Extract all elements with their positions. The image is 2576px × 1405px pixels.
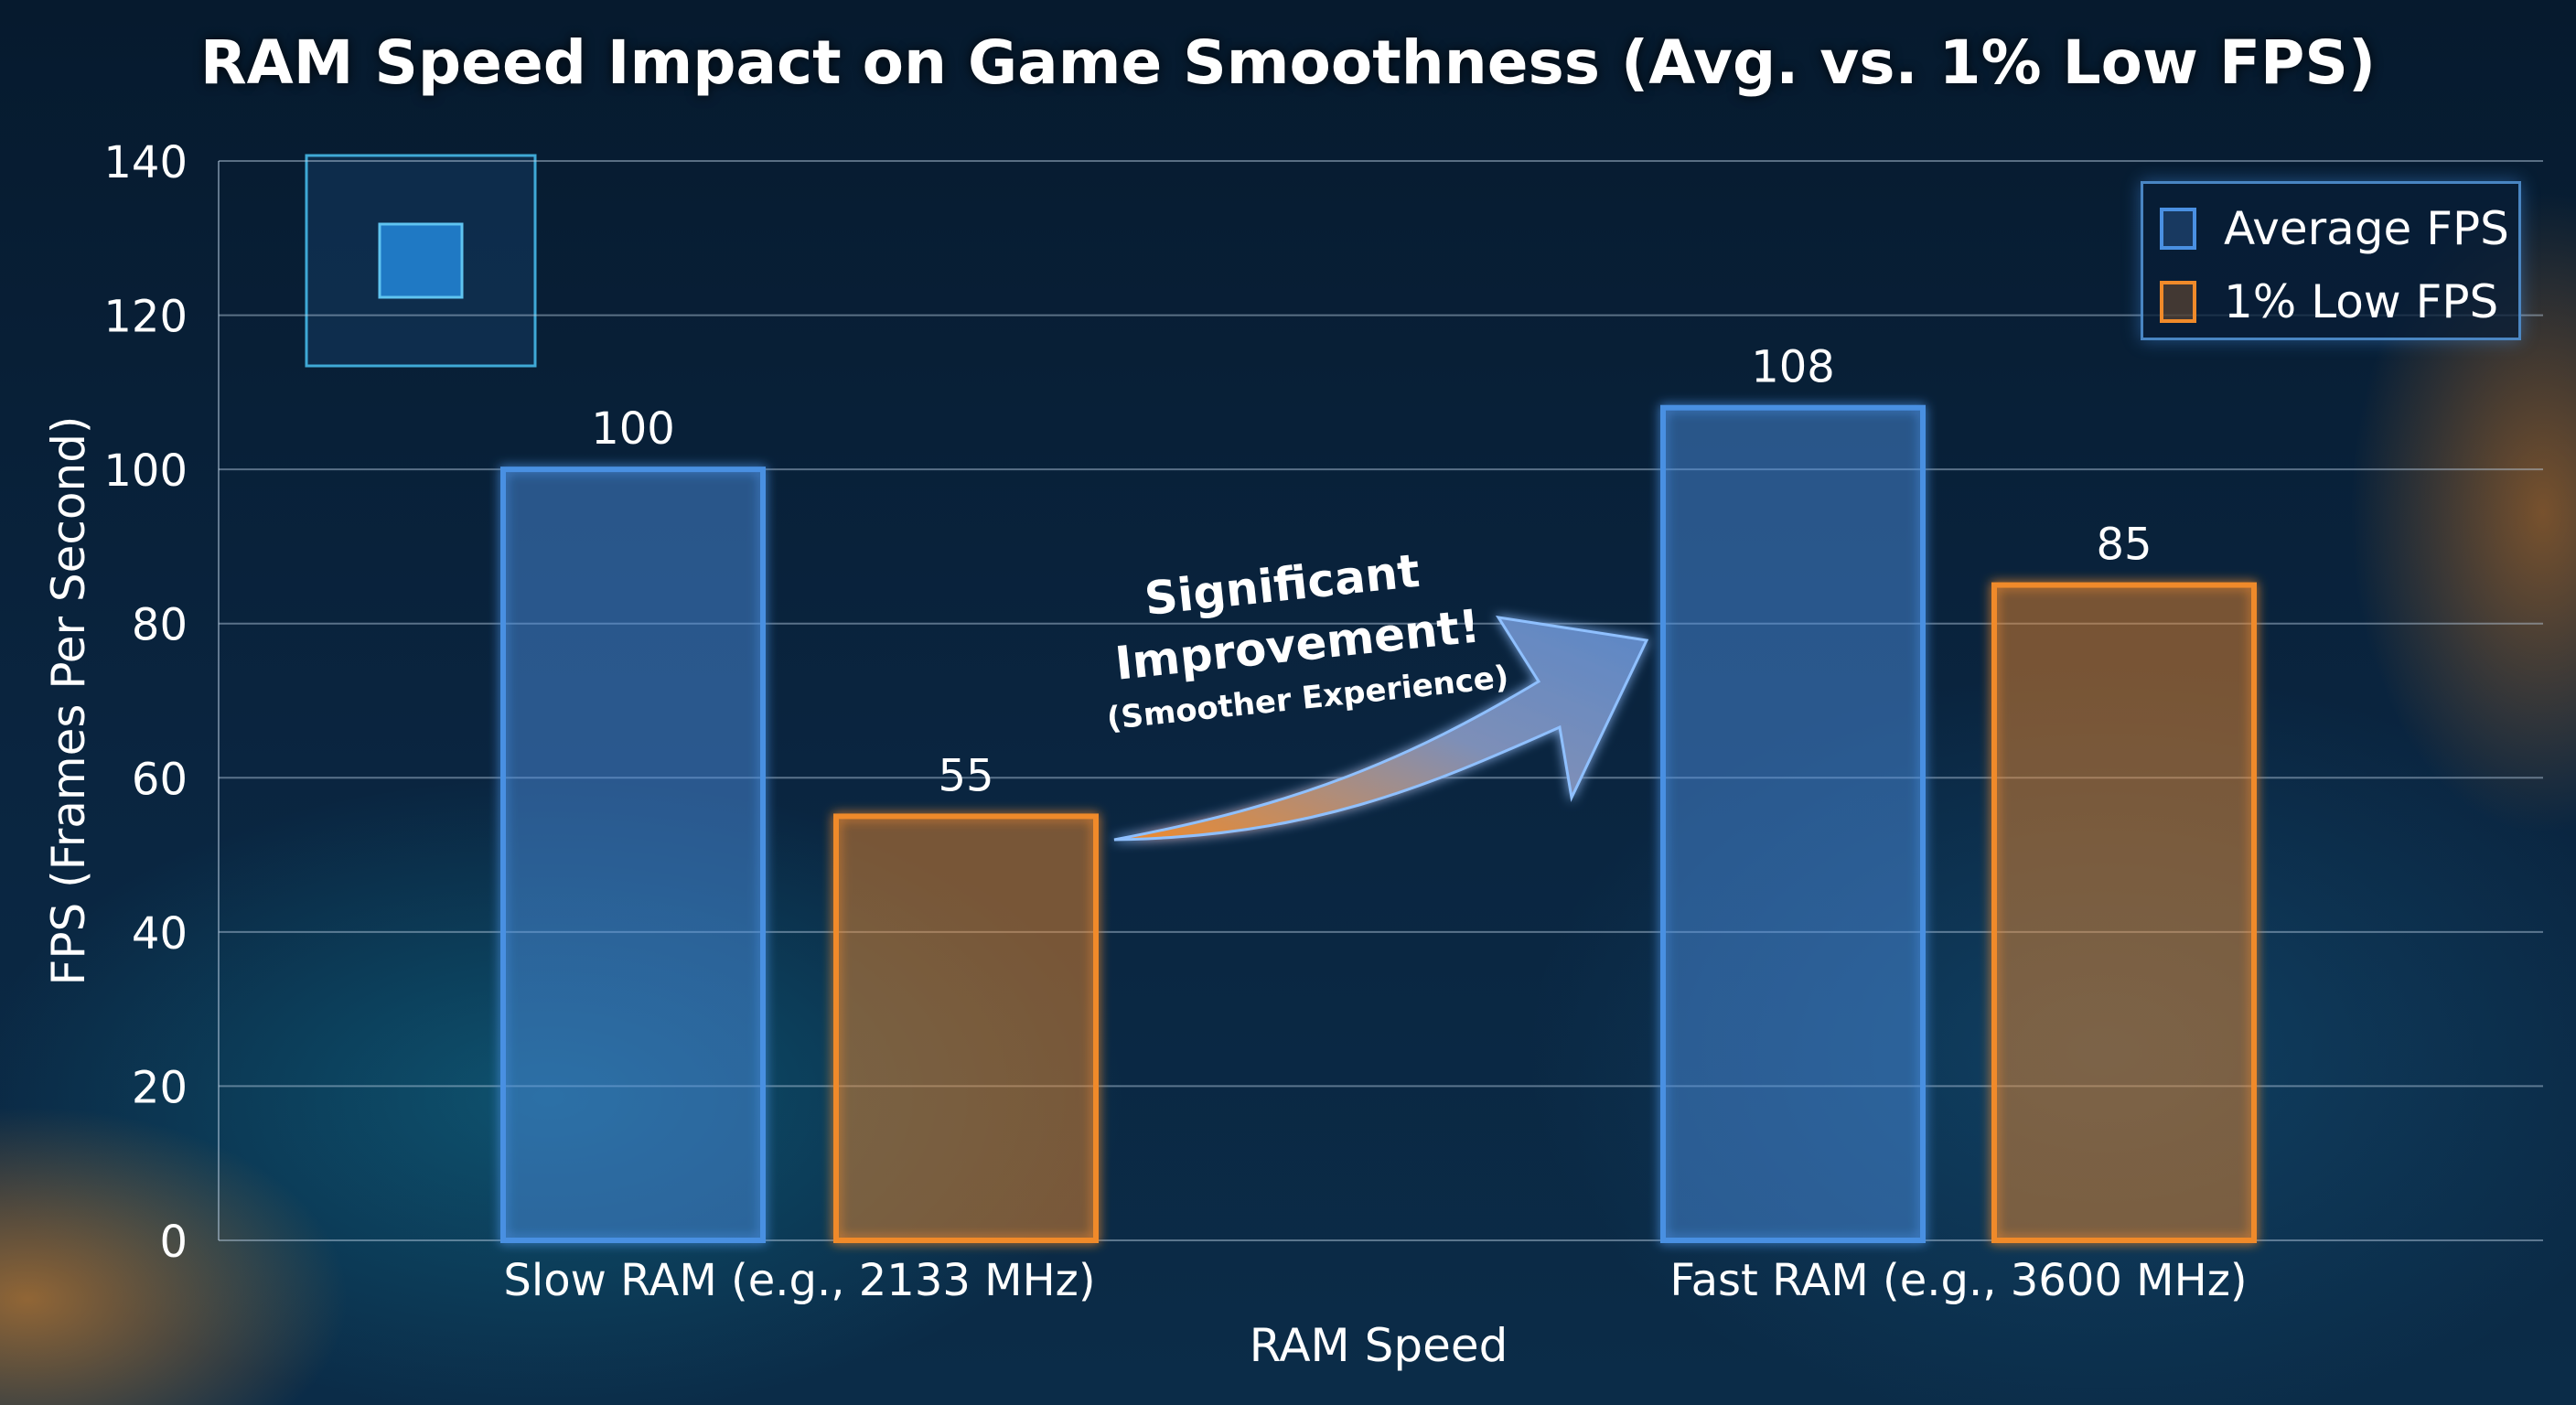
bar-average-fast [1660,404,1926,1243]
y-tick-label: 40 [132,908,188,960]
y-axis-title: FPS (Frames Per Second) [42,416,95,986]
chip-core-decoration [378,222,464,299]
data-label: 85 [2096,520,2152,571]
legend-item-low: 1% Low FPS [2160,275,2498,328]
legend-swatch-average [2160,208,2196,250]
y-tick-label: 140 [103,137,188,188]
data-label: 108 [1751,342,1835,393]
y-tick-label: 80 [132,600,188,651]
x-tick-label: Slow RAM (e.g., 2133 MHz) [503,1255,1095,1306]
y-tick-label: 120 [103,292,188,343]
chart-title: RAM Speed Impact on Game Smoothness (Avg… [199,27,2377,98]
bar-low-fast [1991,582,2257,1243]
data-label: 100 [591,403,675,455]
improvement-arrow [1113,616,1649,842]
data-label: 55 [938,750,993,801]
y-tick-label: 60 [132,754,188,805]
legend-item-average: Average FPS [2160,202,2509,255]
bar-average-slow [500,467,766,1243]
y-tick-label: 100 [103,445,188,497]
legend-label-average: Average FPS [2224,202,2509,255]
legend: Average FPS 1% Low FPS [2141,181,2521,340]
legend-swatch-low [2160,281,2196,323]
x-tick-label: Fast RAM (e.g., 3600 MHz) [1669,1255,2247,1306]
y-tick-label: 20 [132,1062,188,1113]
legend-label-low: 1% Low FPS [2224,275,2499,328]
bar-low-slow [833,813,1099,1244]
y-tick-label: 0 [159,1217,188,1268]
x-axis-title: RAM Speed [1250,1319,1508,1372]
